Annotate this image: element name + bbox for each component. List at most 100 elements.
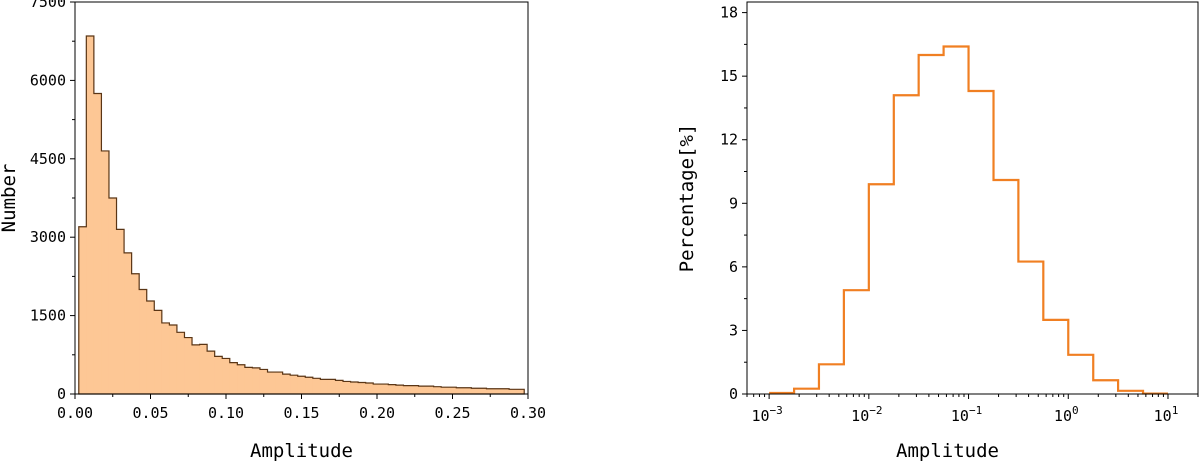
histogram-bar [124,252,132,394]
y-tick-label: 4500 [30,150,66,168]
histogram-bar [418,386,427,394]
histogram-bar [78,226,87,394]
histogram-bar [395,385,404,394]
y-tick-label: 6000 [30,71,66,89]
x-tick-label: 10−2 [851,404,882,425]
histogram-bar [350,381,359,394]
histogram-bar [388,384,396,394]
histogram-bar [244,367,253,394]
histogram-bar [486,388,495,394]
x-tick-label: 0.15 [283,404,319,422]
y-tick-label: 9 [729,194,738,212]
histogram-bar [471,388,479,394]
histogram-bar [176,332,185,394]
histogram-bar [86,35,94,395]
histogram-bar [456,387,464,394]
histogram-bar [229,362,238,394]
x-tick-label: 0.05 [132,404,168,422]
right-y-axis-label: Percentage[%] [676,124,698,273]
right-plot-area [769,45,1168,395]
histogram-bar [290,375,298,394]
left-x-axis-label: Amplitude [250,440,353,461]
y-tick-label: 12 [720,131,738,149]
y-tick-label: 7500 [30,0,66,11]
histogram-bar [275,372,283,394]
x-tick-label: 10−1 [951,404,982,425]
histogram-bar [426,386,434,394]
histogram-bar [335,380,344,394]
histogram-bar [478,388,487,394]
histogram-bar [463,387,472,394]
step-line [769,45,1168,395]
histogram-bar [297,376,306,394]
x-tick-label: 10−3 [751,404,782,425]
left-histogram-chart: 0.00 0.05 0.10 0.15 0.20 0.25 0.30 0 1500 3000 45… [0,0,546,461]
histogram-bar [327,379,336,394]
histogram-bar [380,384,389,394]
right-y-ticks: 0 3 6 9 12 15 18 [720,4,747,403]
right-x-ticks: 10−3 10−2 10−1 100 101 [746,394,1199,425]
histogram-bar [501,388,510,394]
histogram-bar [184,337,193,394]
histogram-bar [509,389,517,394]
right-axes-frame [746,1,1199,395]
x-tick-label: 0.30 [510,404,546,422]
y-tick-label: 6 [729,258,738,276]
histogram-bar [365,383,374,394]
right-x-axis-label: Amplitude [896,440,999,461]
x-tick-label: 101 [1154,404,1179,425]
histogram-bar [214,356,223,394]
histogram-bar [222,358,230,394]
histogram-bar [373,384,381,394]
histogram-bar [516,389,525,394]
histogram-bar [358,382,366,394]
histogram-bar [267,372,276,394]
histogram-bar [116,229,125,394]
histogram-bar [139,289,147,394]
y-tick-label: 1500 [30,307,66,325]
y-tick-label: 0 [729,385,738,403]
histogram-bar [93,93,102,394]
histogram-bar [282,374,291,394]
histogram-bar [312,378,321,394]
histogram-bar [494,388,502,394]
histogram-bar [101,150,109,394]
histogram-bar [441,387,449,394]
histogram-bar [320,379,328,394]
histogram-bar [252,367,260,394]
histogram-bar [108,198,117,394]
left-plot-area [78,35,525,395]
histogram-bar [343,381,351,394]
histogram-bar [199,344,208,394]
histogram-bar [131,273,140,394]
y-tick-label: 3 [729,321,738,339]
histogram-bar [433,386,442,394]
histogram-bar [207,351,215,394]
x-tick-label: 0.25 [434,404,470,422]
x-tick-label: 100 [1054,404,1079,425]
histogram-bar [259,369,268,394]
histogram-bar [410,385,419,394]
y-tick-label: 0 [57,385,66,403]
y-tick-label: 3000 [30,228,66,246]
histogram-bar [403,385,411,394]
histogram-bar [448,387,457,394]
left-axes-frame [74,1,529,395]
y-tick-label: 18 [720,4,738,22]
histogram-bar [237,364,245,394]
x-tick-label: 0.10 [208,404,244,422]
histogram-bar [305,377,313,394]
histogram-bar [169,325,177,394]
left-y-ticks: 0 1500 3000 4500 6000 7500 [30,0,75,403]
histogram-bar [146,300,155,394]
histogram-bar [161,322,170,394]
histogram-bar [154,310,162,394]
left-y-axis-label: Number [0,164,20,233]
x-tick-label: 0.20 [359,404,395,422]
left-x-ticks: 0.00 0.05 0.10 0.15 0.20 0.25 0.30 [57,394,546,422]
histogram-outline [78,35,525,395]
x-tick-label: 0.00 [57,404,93,422]
y-tick-label: 15 [720,67,738,85]
